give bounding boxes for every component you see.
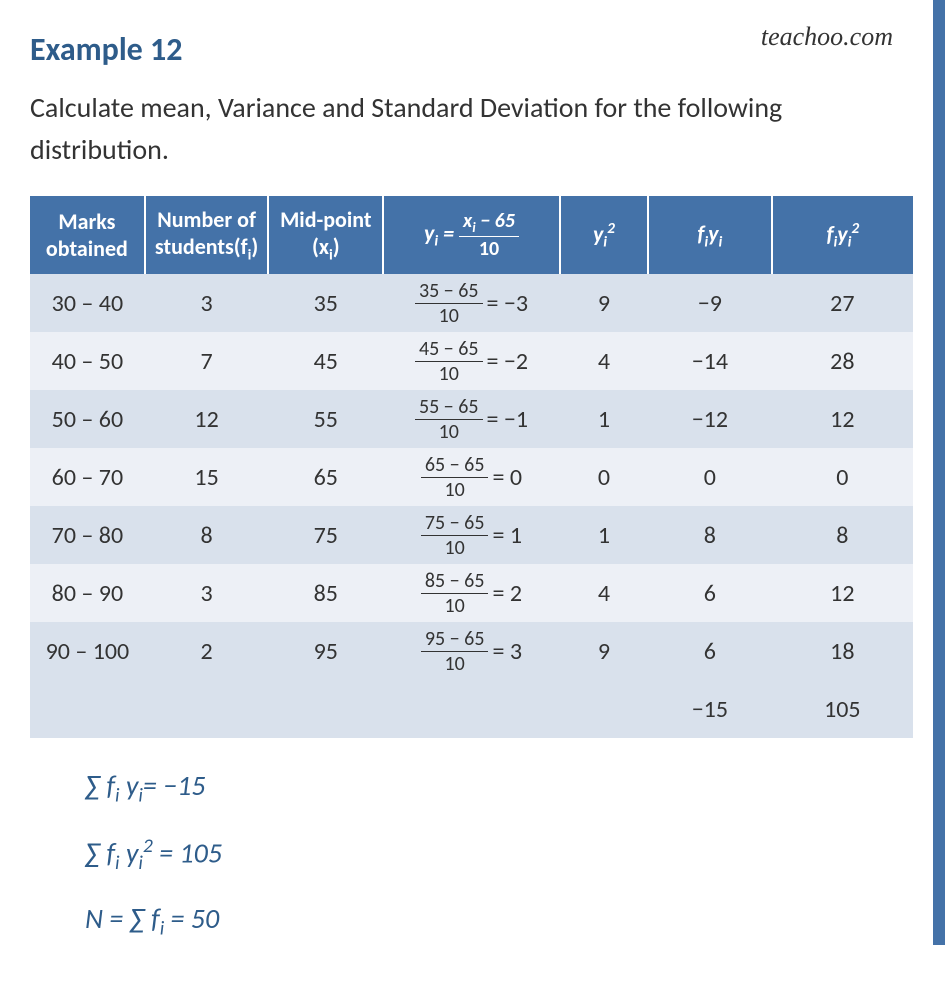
cell-marks: 90 – 100 [30,622,145,680]
sum-fiyi: ∑ fi yi= −15 [85,768,913,808]
cell-fi: 8 [145,506,269,564]
col-header-fiyi2: fiyi2 [772,196,913,274]
cell-marks: 60 – 70 [30,448,145,506]
sum-n: N = ∑ fi = 50 [85,901,913,941]
table-row: 80 – 9038585 − 6510= 24612 [30,564,913,622]
cell-fiyi2: 8 [772,506,913,564]
table-row: 40 – 5074545 − 6510= −24−1428 [30,332,913,390]
cell-fiyi: 6 [648,564,772,622]
cell-fiyi2: 28 [772,332,913,390]
table-totals-row: −15105 [30,680,913,738]
cell-yi: 95 − 6510= 3 [383,622,560,680]
cell-marks: 80 – 90 [30,564,145,622]
summary-formulas: ∑ fi yi= −15 ∑ fi yi2 = 105 N = ∑ fi = 5… [85,768,913,940]
cell-fiyi: −9 [648,274,772,332]
table-row: 50 – 60125555 − 6510= −11−1212 [30,390,913,448]
cell-marks: 40 – 50 [30,332,145,390]
watermark: teachoo.com [761,22,893,52]
total-fiyi2: 105 [772,680,913,738]
cell-yi: 55 − 6510= −1 [383,390,560,448]
cell-xi: 75 [268,506,383,564]
cell-xi: 65 [268,448,383,506]
cell-yi: 65 − 6510= 0 [383,448,560,506]
cell-fiyi: 6 [648,622,772,680]
cell-marks: 50 – 60 [30,390,145,448]
cell-marks: 70 – 80 [30,506,145,564]
cell-yi: 35 − 6510= −3 [383,274,560,332]
cell-fiyi: 0 [648,448,772,506]
cell-xi: 35 [268,274,383,332]
cell-xi: 95 [268,622,383,680]
col-header-yi: yi = xi − 65 10 [383,196,560,274]
cell-yi2: 9 [560,622,648,680]
cell-fiyi2: 27 [772,274,913,332]
cell-fi: 12 [145,390,269,448]
cell-fi: 2 [145,622,269,680]
table-row: 70 – 8087575 − 6510= 1188 [30,506,913,564]
cell-yi2: 0 [560,448,648,506]
cell-xi: 85 [268,564,383,622]
table-row: 30 – 4033535 − 6510= −39−927 [30,274,913,332]
cell-marks: 30 – 40 [30,274,145,332]
col-header-frequency: Number of students(fi) [145,196,269,274]
cell-yi: 45 − 6510= −2 [383,332,560,390]
cell-fiyi2: 12 [772,564,913,622]
cell-yi2: 4 [560,564,648,622]
col-header-yi2: yi2 [560,196,648,274]
cell-yi2: 1 [560,390,648,448]
cell-yi: 85 − 6510= 2 [383,564,560,622]
distribution-table: Marks obtained Number of students(fi) Mi… [30,196,913,738]
col-header-marks: Marks obtained [30,196,145,274]
cell-fi: 3 [145,564,269,622]
table-row: 60 – 70156565 − 6510= 0000 [30,448,913,506]
col-header-fiyi: fiyi [648,196,772,274]
cell-fiyi2: 0 [772,448,913,506]
cell-fi: 3 [145,274,269,332]
cell-yi2: 4 [560,332,648,390]
cell-fiyi2: 18 [772,622,913,680]
cell-fi: 7 [145,332,269,390]
cell-xi: 55 [268,390,383,448]
cell-yi: 75 − 6510= 1 [383,506,560,564]
col-header-midpoint: Mid-point (xi) [268,196,383,274]
sum-fiyi2: ∑ fi yi2 = 105 [85,834,913,875]
total-fiyi: −15 [648,680,772,738]
cell-fiyi2: 12 [772,390,913,448]
cell-fiyi: 8 [648,506,772,564]
cell-fiyi: −12 [648,390,772,448]
cell-fiyi: −14 [648,332,772,390]
cell-xi: 45 [268,332,383,390]
cell-yi2: 1 [560,506,648,564]
cell-fi: 15 [145,448,269,506]
problem-statement: Calculate mean, Variance and Standard De… [30,87,913,171]
table-row: 90 – 10029595 − 6510= 39618 [30,622,913,680]
cell-yi2: 9 [560,274,648,332]
